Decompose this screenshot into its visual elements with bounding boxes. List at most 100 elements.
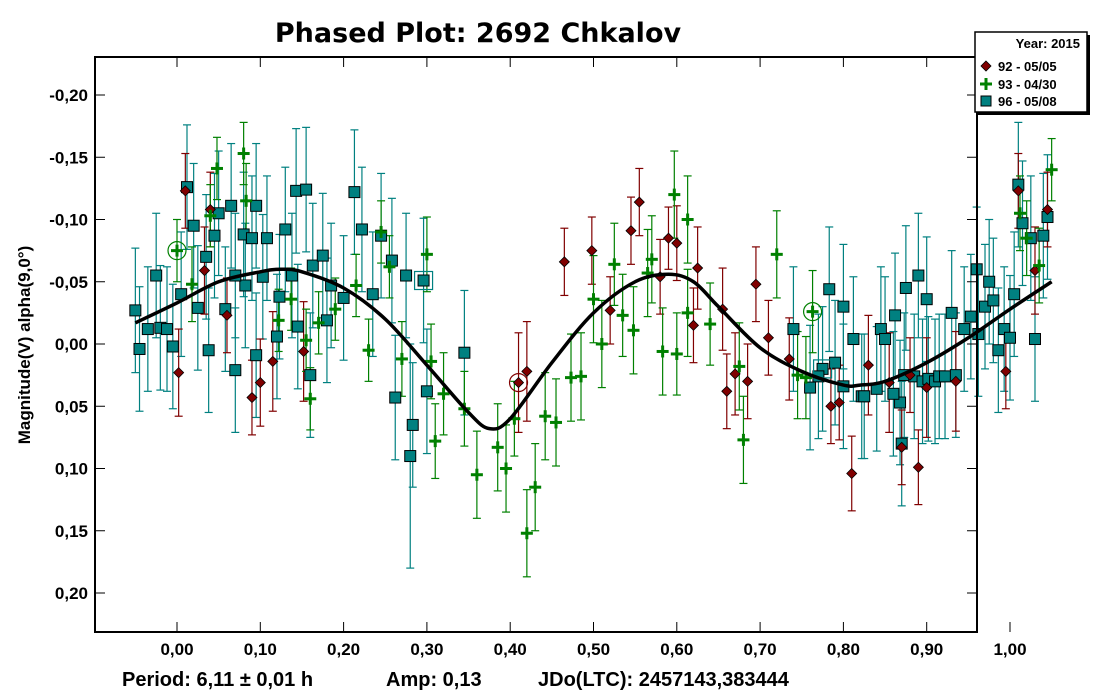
data-point-plus-v	[208, 209, 212, 222]
data-point-square	[320, 314, 333, 327]
data-point-square	[166, 340, 179, 353]
data-point-square	[879, 333, 892, 346]
data-point-diamond	[1000, 365, 1012, 377]
data-point-plus-v	[1025, 232, 1029, 245]
data-point-diamond	[604, 304, 616, 316]
data-point-square	[212, 207, 225, 220]
data-point-square	[250, 199, 263, 212]
y-tick-label: 0,05	[55, 397, 88, 416]
data-point-diamond	[662, 232, 675, 244]
data-point-plus-v	[592, 293, 595, 306]
data-point-diamond	[512, 377, 525, 389]
data-point-plus-v	[242, 147, 246, 160]
data-point-square	[964, 310, 977, 323]
y-tick-label: 0,10	[55, 460, 88, 479]
data-point-plus-v	[741, 433, 745, 446]
highlight-ring	[508, 372, 529, 393]
data-point-plus-v	[533, 481, 537, 494]
data-point-square	[912, 269, 925, 282]
data-point-square	[161, 323, 174, 336]
data-point-plus-v	[429, 355, 433, 368]
data-point-square	[202, 344, 215, 357]
data-point-plus-v	[525, 527, 529, 540]
footer-info: Period: 6,11 ± 0,01 h Amp: 0,13 JDo(LTC)…	[122, 669, 790, 691]
x-tick-label: 0,90	[910, 640, 943, 659]
x-tick-label: 1,00	[993, 640, 1026, 659]
data-point-plus-v	[579, 370, 583, 383]
jdo-text: JDo(LTC): 2457143,383444	[538, 669, 790, 691]
data-point-square	[404, 450, 417, 463]
data-point-square	[1008, 288, 1021, 301]
data-point-plus-v	[475, 468, 479, 481]
y-tick-label: 0,15	[55, 522, 88, 541]
data-point-square	[229, 364, 242, 377]
plot-area	[129, 121, 1058, 578]
data-point-plus-v	[775, 248, 779, 261]
data-point-square	[133, 342, 146, 355]
data-point-square	[458, 346, 471, 359]
data-point-square	[858, 390, 871, 403]
data-point-diamond	[179, 185, 191, 197]
data-point-square	[417, 274, 430, 287]
data-point-plus-v	[672, 188, 676, 201]
data-point-square	[887, 387, 900, 400]
data-point-diamond	[633, 196, 645, 208]
data-point-plus-v	[512, 412, 516, 425]
data-point-square	[279, 223, 292, 236]
data-point-diamond	[298, 345, 310, 358]
data-point-square	[787, 323, 800, 336]
data-point-square	[300, 183, 313, 196]
data-point-plus-v	[675, 347, 679, 360]
data-point-square	[239, 279, 252, 292]
data-point-plus-v	[496, 441, 500, 454]
data-point-diamond	[762, 332, 774, 344]
x-tick-label: 0,30	[410, 640, 443, 659]
plus-marker-icon	[980, 78, 992, 90]
data-point-square	[260, 232, 273, 245]
data-point-square	[979, 300, 992, 313]
data-point-square	[306, 259, 319, 272]
x-tick-label: 0,10	[244, 640, 277, 659]
y-tick-label: 0,00	[55, 335, 88, 354]
data-point-diamond	[862, 359, 874, 371]
data-point-square	[225, 199, 238, 212]
data-point-diamond	[558, 256, 570, 268]
data-point-plus-v	[215, 162, 219, 175]
data-point-square	[291, 320, 304, 333]
data-point-square	[889, 309, 902, 322]
legend-label: 92 - 05/05	[998, 59, 1057, 74]
data-point-diamond	[254, 377, 266, 389]
data-point-diamond	[173, 367, 185, 379]
data-point-diamond	[221, 309, 233, 321]
data-point-diamond	[896, 441, 908, 453]
data-point-square	[992, 344, 1005, 357]
legend-label: 96 - 05/08	[998, 94, 1057, 109]
data-point-plus-v	[442, 387, 446, 400]
data-point-square	[290, 184, 303, 197]
data-point-diamond	[246, 391, 258, 404]
data-point-square	[899, 281, 912, 294]
data-point-diamond	[825, 400, 837, 412]
legend-box	[974, 31, 1088, 113]
square-marker-icon	[980, 95, 992, 107]
data-point-square	[823, 283, 836, 296]
highlight-rings-layer	[167, 241, 833, 393]
data-point-square	[804, 381, 817, 394]
y-axis: -0,20 -0,15 -0,10 -0,05 0,00 0,05 0,10 0,15 0,20	[49, 86, 977, 603]
data-point-plus-v	[612, 258, 616, 271]
data-point-square	[316, 249, 329, 262]
y-tick-label: -0,15	[49, 148, 88, 167]
data-point-square	[200, 250, 213, 263]
data-point-plus-v	[543, 410, 547, 423]
data-point-diamond	[921, 382, 933, 394]
data-point-diamond	[833, 396, 845, 409]
data-point-plus-v	[400, 352, 404, 365]
x-tick-label: 0,00	[160, 640, 193, 659]
data-point-diamond	[750, 278, 762, 290]
data-point-plus-v	[433, 435, 437, 448]
data-point-plus-v	[737, 360, 741, 373]
data-point-square	[874, 323, 887, 336]
data-point-square	[1037, 229, 1050, 242]
data-point-square	[270, 330, 283, 343]
period-text: Period: 6,11 ± 0,01 h	[122, 669, 313, 691]
